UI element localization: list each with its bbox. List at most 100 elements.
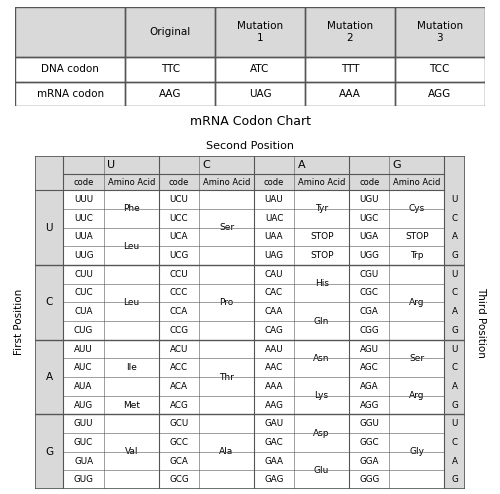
Text: STOP: STOP: [310, 233, 334, 242]
Bar: [199, 247, 254, 265]
Text: STOP: STOP: [405, 233, 428, 242]
Bar: [104, 228, 158, 247]
Bar: [158, 284, 199, 302]
Bar: [390, 209, 444, 228]
Bar: [349, 470, 390, 489]
Bar: [64, 433, 104, 452]
Bar: [349, 265, 390, 284]
Bar: [294, 228, 349, 247]
Bar: [254, 377, 294, 396]
Bar: [254, 452, 294, 470]
Bar: [254, 396, 294, 414]
Bar: [158, 470, 199, 489]
Bar: [158, 452, 199, 470]
Text: U: U: [452, 344, 458, 354]
Bar: [294, 247, 349, 265]
Bar: [254, 358, 294, 377]
Text: AGC: AGC: [360, 363, 378, 372]
Text: U: U: [452, 419, 458, 428]
Text: Leu: Leu: [123, 242, 140, 251]
Text: G: G: [452, 251, 458, 260]
Bar: [349, 414, 390, 433]
Bar: [104, 174, 158, 190]
Text: C: C: [46, 297, 53, 307]
Text: Met: Met: [122, 401, 140, 410]
Bar: [305, 57, 395, 82]
Text: GGC: GGC: [360, 438, 379, 447]
Bar: [104, 358, 158, 377]
Bar: [215, 7, 305, 57]
Bar: [395, 7, 484, 57]
Bar: [64, 284, 104, 302]
Bar: [395, 82, 484, 106]
Bar: [349, 452, 390, 470]
Text: AGG: AGG: [360, 401, 379, 410]
Bar: [254, 247, 294, 265]
Text: GUG: GUG: [74, 475, 94, 484]
Bar: [294, 209, 349, 228]
Bar: [64, 302, 104, 321]
Text: Trp: Trp: [410, 251, 424, 260]
Bar: [390, 284, 444, 302]
Bar: [390, 174, 444, 190]
Bar: [294, 433, 349, 452]
Bar: [444, 358, 465, 377]
Bar: [254, 209, 294, 228]
Bar: [104, 302, 158, 321]
Bar: [444, 414, 465, 433]
Bar: [254, 156, 349, 174]
Text: STOP: STOP: [310, 251, 334, 260]
Text: Glu: Glu: [314, 466, 330, 475]
Bar: [104, 377, 158, 396]
Text: Ser: Ser: [219, 223, 234, 232]
Bar: [126, 7, 215, 57]
Text: Mutation
3: Mutation 3: [416, 21, 463, 43]
Bar: [395, 57, 484, 82]
Text: U: U: [452, 270, 458, 279]
Text: Amino Acid: Amino Acid: [108, 178, 155, 187]
Bar: [444, 265, 465, 284]
Text: AGG: AGG: [428, 89, 452, 99]
Text: UUG: UUG: [74, 251, 94, 260]
Bar: [294, 396, 349, 414]
Bar: [199, 302, 254, 321]
Bar: [104, 190, 158, 209]
Text: A: A: [452, 307, 458, 316]
Bar: [104, 265, 158, 284]
Text: Asn: Asn: [314, 354, 330, 363]
Text: AAC: AAC: [265, 363, 283, 372]
Bar: [199, 190, 254, 209]
Bar: [215, 57, 305, 82]
Text: CAC: CAC: [265, 288, 283, 297]
Bar: [390, 470, 444, 489]
Text: Lys: Lys: [314, 391, 328, 400]
Bar: [254, 302, 294, 321]
Text: code: code: [168, 178, 189, 187]
Bar: [199, 321, 254, 340]
Text: A: A: [452, 456, 458, 465]
Bar: [64, 247, 104, 265]
Text: GAG: GAG: [264, 475, 283, 484]
Bar: [158, 209, 199, 228]
Text: AUC: AUC: [74, 363, 93, 372]
Text: Ala: Ala: [220, 447, 234, 456]
Text: Mutation
2: Mutation 2: [327, 21, 373, 43]
Bar: [158, 156, 254, 174]
Bar: [15, 57, 126, 82]
Bar: [15, 82, 126, 106]
Bar: [294, 470, 349, 489]
Text: DNA codon: DNA codon: [42, 64, 99, 74]
Bar: [390, 247, 444, 265]
Text: mRNA Codon Chart: mRNA Codon Chart: [190, 115, 310, 127]
Bar: [395, 7, 484, 57]
Bar: [305, 7, 395, 57]
Text: C: C: [452, 438, 458, 447]
Text: A: A: [298, 160, 306, 170]
Text: CCG: CCG: [170, 326, 188, 335]
Text: AAA: AAA: [265, 382, 283, 391]
Bar: [390, 452, 444, 470]
Bar: [254, 321, 294, 340]
Bar: [158, 174, 199, 190]
Bar: [254, 190, 294, 209]
Bar: [349, 284, 390, 302]
